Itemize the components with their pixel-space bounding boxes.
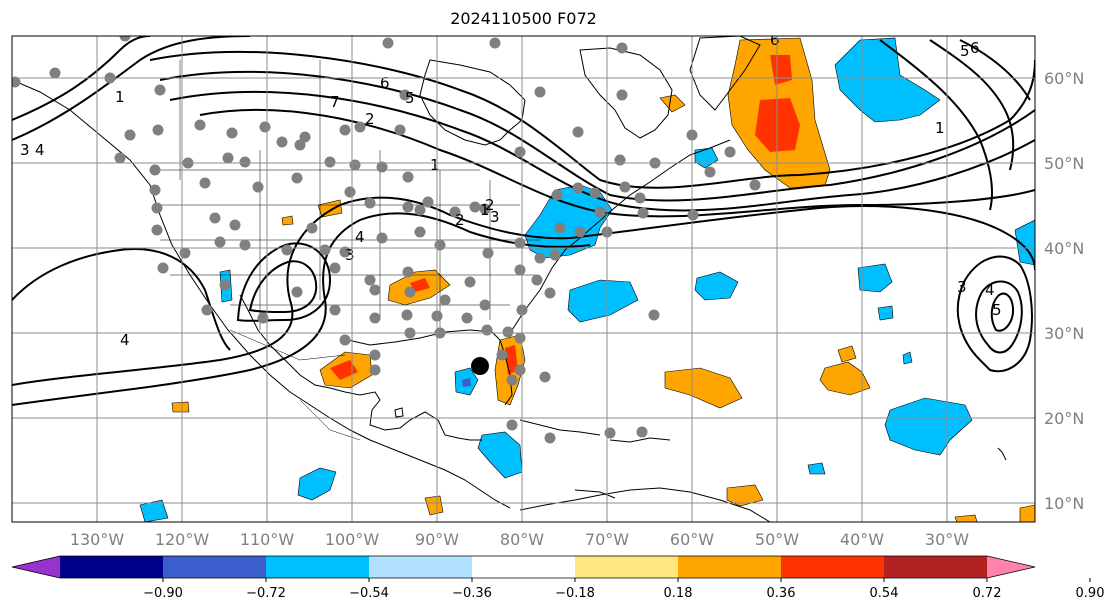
lon-label: 60°W xyxy=(670,530,714,549)
graticule xyxy=(12,36,1035,522)
coastlines xyxy=(12,36,1007,522)
lon-label: 100°W xyxy=(325,530,380,549)
lat-label: 40°N xyxy=(1044,239,1084,258)
contour-label: 3 xyxy=(20,141,30,159)
contour-label: 6 xyxy=(770,31,780,49)
contour-label: 3 xyxy=(345,246,355,264)
colorbar-tick-label: 0.72 xyxy=(973,586,1002,601)
contour-label: 1 xyxy=(935,119,945,137)
map-title: 2024110500 F072 xyxy=(450,9,597,28)
lon-label: 50°W xyxy=(755,530,799,549)
colorbar-bin xyxy=(266,556,370,578)
contour-label: 5 xyxy=(992,301,1002,319)
lon-label: 70°W xyxy=(585,530,629,549)
contour-label: 1 xyxy=(115,88,125,106)
lat-label: 20°N xyxy=(1044,409,1084,428)
lon-label: 80°W xyxy=(500,530,544,549)
colorbar-tick-label: −0.18 xyxy=(555,586,595,601)
lon-label: 90°W xyxy=(415,530,459,549)
contour-label: 2 xyxy=(455,211,465,229)
contour-label: 3 xyxy=(957,278,967,296)
contour-label: 7 xyxy=(330,93,340,111)
contour-label: 6 xyxy=(970,39,980,57)
contour-label: 2 xyxy=(485,196,495,214)
colorbar-bin xyxy=(575,556,679,578)
colorbar-tick-label: −0.90 xyxy=(143,586,183,601)
contour-labels: 1 2 3 4 5 6 7 1 2 3 4 5 6 1 3 4 5 6 2 3 … xyxy=(20,31,1002,349)
colorbar-extend-high xyxy=(987,556,1035,578)
colorbar-outline xyxy=(11,555,1036,579)
latitude-labels: 60°N 50°N 40°N 30°N 20°N 10°N xyxy=(1044,69,1084,513)
contour-label: 4 xyxy=(120,331,130,349)
colorbar-tick-label: 0.90 xyxy=(1076,586,1105,601)
longitude-labels: 130°W 120°W 110°W 100°W 90°W 80°W 70°W 6… xyxy=(70,530,969,549)
contour-label: 4 xyxy=(35,141,45,159)
lat-label: 50°N xyxy=(1044,154,1084,173)
storm-center-marker xyxy=(471,357,489,375)
colorbar-tick-label: 0.18 xyxy=(664,586,693,601)
colorbar-bin xyxy=(60,556,164,578)
colorbar-tick-label: −0.54 xyxy=(349,586,389,601)
colorbar-bin xyxy=(369,556,473,578)
contour-label: 6 xyxy=(380,74,390,92)
lon-label: 130°W xyxy=(70,530,125,549)
colorbar-bin xyxy=(472,556,576,578)
colorbar-bin xyxy=(781,556,885,578)
lon-label: 120°W xyxy=(155,530,210,549)
colorbar-tick-label: −0.72 xyxy=(246,586,286,601)
lat-label: 60°N xyxy=(1044,69,1084,88)
contour-label: 1 xyxy=(430,156,440,174)
lon-label: 110°W xyxy=(240,530,295,549)
contour-label: 4 xyxy=(355,228,365,246)
colorbar-tick-label: 0.36 xyxy=(767,586,796,601)
lat-label: 30°N xyxy=(1044,324,1084,343)
contour-label: 4 xyxy=(985,281,995,299)
contour-label: 5 xyxy=(405,89,415,107)
contour-label: 1 xyxy=(480,201,490,219)
colorbar-tick-label: 0.54 xyxy=(870,586,899,601)
contour-label: 5 xyxy=(960,42,970,60)
lon-label: 30°W xyxy=(925,530,969,549)
colorbar-tick-label: −0.36 xyxy=(452,586,492,601)
lon-label: 40°W xyxy=(840,530,884,549)
colorbar-bin xyxy=(884,556,988,578)
colorbar-extend-low xyxy=(12,556,60,578)
contour-label: 3 xyxy=(490,208,500,226)
colorbar-bin xyxy=(163,556,267,578)
colorbar: −0.90 −0.72 −0.54 −0.36 −0.18 0.18 0.36 0.54 0.7… xyxy=(11,555,1105,601)
contour-label: 2 xyxy=(365,110,375,128)
map-frame xyxy=(11,35,1036,523)
lat-label: 10°N xyxy=(1044,494,1084,513)
colorbar-bin xyxy=(678,556,782,578)
